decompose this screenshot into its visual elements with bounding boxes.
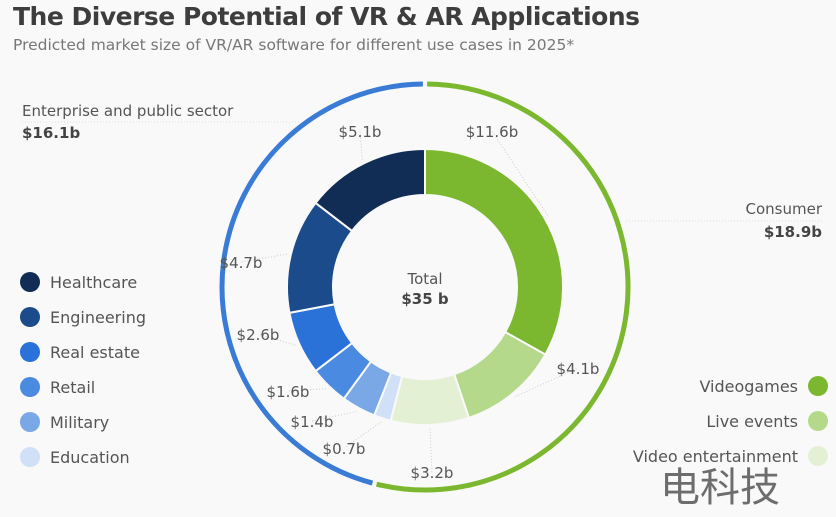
legend-item-healthcare: Healthcare xyxy=(20,272,137,292)
legend-swatch xyxy=(808,376,828,396)
legend-item-education: Education xyxy=(20,447,130,467)
group-value-consumer: $18.9b xyxy=(763,223,822,241)
total-label: Total xyxy=(406,270,442,288)
value-label-military: $1.4b xyxy=(291,413,334,431)
value-label-real-estate: $2.6b xyxy=(237,326,280,344)
legend-swatch xyxy=(20,412,40,432)
group-arc-enterprise xyxy=(219,81,423,486)
legend-item-retail: Retail xyxy=(20,377,95,397)
group-label-enterprise: Enterprise and public sector xyxy=(22,102,234,120)
legend-item-real-estate: Real estate xyxy=(20,342,140,362)
leader-line xyxy=(257,333,296,346)
value-label-video-entertainment: $3.2b xyxy=(411,464,454,482)
legend-label: Engineering xyxy=(50,307,146,327)
legend-label: Education xyxy=(50,447,130,467)
legend-label: Retail xyxy=(50,377,96,397)
leader-line xyxy=(429,428,433,473)
legend-swatch xyxy=(20,377,40,397)
slice-videogames xyxy=(424,147,564,356)
value-label-engineering: $4.7b xyxy=(220,254,263,272)
legend-label: Live events xyxy=(706,411,798,431)
legend-swatch xyxy=(20,272,40,292)
value-label-education: $0.7b xyxy=(323,440,366,458)
value-label-live-events: $4.1b xyxy=(557,360,600,378)
slice-video-entertainment xyxy=(389,372,471,426)
legend-swatch xyxy=(808,446,828,466)
legend-item-video-entertainment: Video entertainment xyxy=(633,446,828,466)
chart-title: The Diverse Potential of VR & AR Applica… xyxy=(13,2,640,31)
legend-item-videogames: Videogames xyxy=(699,376,828,396)
total-value: $35 b xyxy=(401,290,449,308)
value-label-retail: $1.6b xyxy=(267,383,310,401)
value-labels: $11.6b $4.1b $3.2b $0.7b $1.4b $1.6b $2.6b $4.7… xyxy=(220,123,600,482)
group-arc-consumer xyxy=(375,81,631,493)
group-label-consumer: Consumer xyxy=(745,200,823,218)
slice-ring xyxy=(286,147,564,426)
legend-label: Videogames xyxy=(699,376,798,396)
leader-lines xyxy=(22,121,822,473)
leader-line xyxy=(515,367,579,397)
leader-line xyxy=(491,130,548,216)
legend-item-live-events: Live events xyxy=(706,411,828,431)
legend-swatch xyxy=(808,411,828,431)
legend-label: Video entertainment xyxy=(632,446,798,466)
legend-swatch xyxy=(20,342,40,362)
chart-subtitle: Predicted market size of VR/AR software … xyxy=(13,36,575,54)
value-label-healthcare: $5.1b xyxy=(339,123,382,141)
legend-label: Military xyxy=(50,412,110,432)
legend-swatch xyxy=(20,307,40,327)
legend-item-military: Military xyxy=(20,412,109,432)
group-ring xyxy=(219,81,631,493)
legend-label: Healthcare xyxy=(50,272,138,292)
legend-label: Real estate xyxy=(50,342,140,362)
legend-swatch xyxy=(20,447,40,467)
watermark: 电科技 xyxy=(660,465,780,511)
group-value-enterprise: $16.1b xyxy=(22,124,81,142)
legend-item-engineering: Engineering xyxy=(20,307,146,327)
value-label-videogames: $11.6b xyxy=(466,123,518,141)
leader-line xyxy=(287,388,326,392)
slice-healthcare xyxy=(314,147,426,233)
